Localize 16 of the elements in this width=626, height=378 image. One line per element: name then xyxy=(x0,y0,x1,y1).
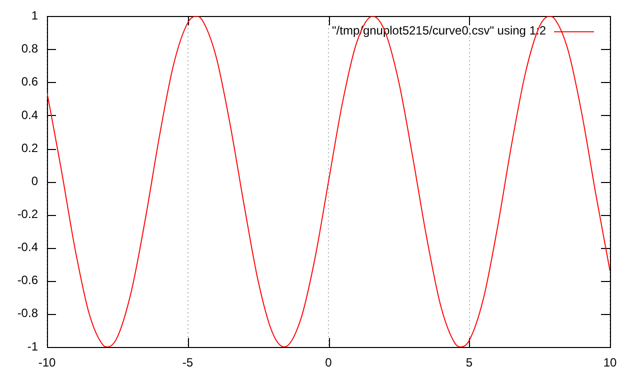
y-tick-label: -0.8 xyxy=(17,306,38,320)
y-tick-label: 0.8 xyxy=(21,42,38,56)
y-tick-label: 0.2 xyxy=(21,140,38,155)
y-tick-label: -1 xyxy=(27,339,38,354)
x-tick-label: -10 xyxy=(38,356,56,370)
x-tick-label: 5 xyxy=(466,356,473,370)
y-tick-label: 0 xyxy=(31,174,38,188)
x-tick-label: 10 xyxy=(603,356,617,370)
x-tick-label: -5 xyxy=(182,356,194,370)
y-tick-label: -0.4 xyxy=(17,240,38,254)
x-tick-label: 0 xyxy=(325,356,332,370)
y-tick-label: 0.6 xyxy=(21,74,38,89)
y-tick-label: -0.6 xyxy=(17,273,38,288)
y-tick-label: 0.4 xyxy=(21,108,38,122)
y-tick-label: -0.2 xyxy=(17,206,38,221)
y-tick-label: 1 xyxy=(31,8,38,23)
